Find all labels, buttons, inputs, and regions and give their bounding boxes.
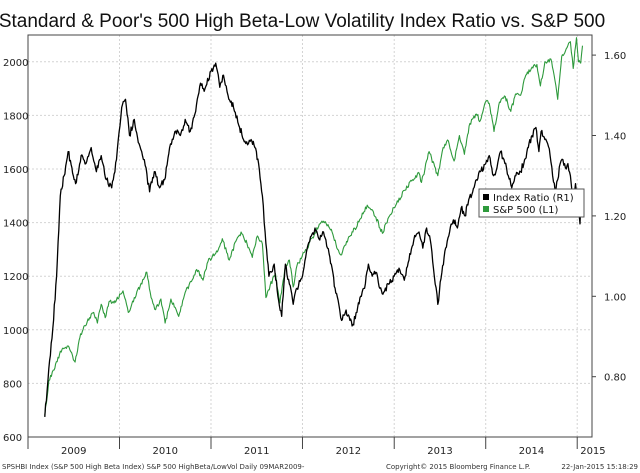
series-layer	[44, 37, 584, 417]
left-tick-label: 1600	[3, 165, 28, 176]
x-tick-label: 2013	[427, 446, 452, 457]
right-tick-label: 1.60	[604, 51, 626, 62]
left-tick-label: 1200	[3, 272, 28, 283]
right-tick-label: 1.20	[604, 212, 626, 223]
left-tick-label: 2000	[3, 58, 28, 69]
series-sp500-line	[44, 37, 584, 416]
x-tick-label: 2011	[244, 446, 269, 457]
x-tick-label: 2010	[153, 446, 178, 457]
left-axis: 600 800 1000 1200 1400 1600 1800 2000	[3, 58, 28, 444]
footer-copyright: Copyright© 2015 Bloomberg Finance L.P.	[386, 463, 530, 471]
left-tick-label: 1800	[3, 111, 28, 122]
right-axis: 0.80 1.00 1.20 1.40 1.60	[592, 51, 626, 384]
legend-swatch-index-ratio	[483, 194, 489, 200]
x-tick-label: 2015	[580, 446, 605, 457]
footer-date: 22-Jan-2015 15:18:29	[561, 463, 638, 471]
legend-label-index-ratio: Index Ratio (R1)	[493, 193, 574, 204]
plot-frame	[27, 34, 593, 438]
legend-label-sp500: S&P 500 (L1)	[493, 205, 558, 216]
right-tick-label: 0.80	[604, 373, 626, 384]
grid	[28, 35, 592, 438]
left-tick-label: 800	[3, 379, 22, 390]
footer-source: SPSHBI Index (S&P 500 High Beta Index) S…	[2, 463, 305, 471]
legend: Index Ratio (R1) S&P 500 (L1)	[478, 188, 585, 218]
chart-title: Standard & Poor's 500 High Beta-Low Vola…	[0, 11, 605, 32]
legend-swatch-sp500	[483, 206, 489, 212]
left-tick-label: 600	[3, 433, 22, 444]
x-tick-label: 2012	[336, 446, 361, 457]
series-index-ratio-line	[44, 62, 584, 417]
right-tick-label: 1.00	[604, 292, 626, 303]
left-tick-label: 1400	[3, 219, 28, 230]
x-tick-label: 2009	[61, 446, 86, 457]
x-axis: 2009 2010 2011 2012 2013 2014 2015	[27, 437, 606, 457]
left-tick-label: 1000	[3, 326, 28, 337]
legend-box	[478, 188, 585, 218]
x-tick-label: 2014	[519, 446, 544, 457]
right-tick-label: 1.40	[604, 132, 626, 143]
